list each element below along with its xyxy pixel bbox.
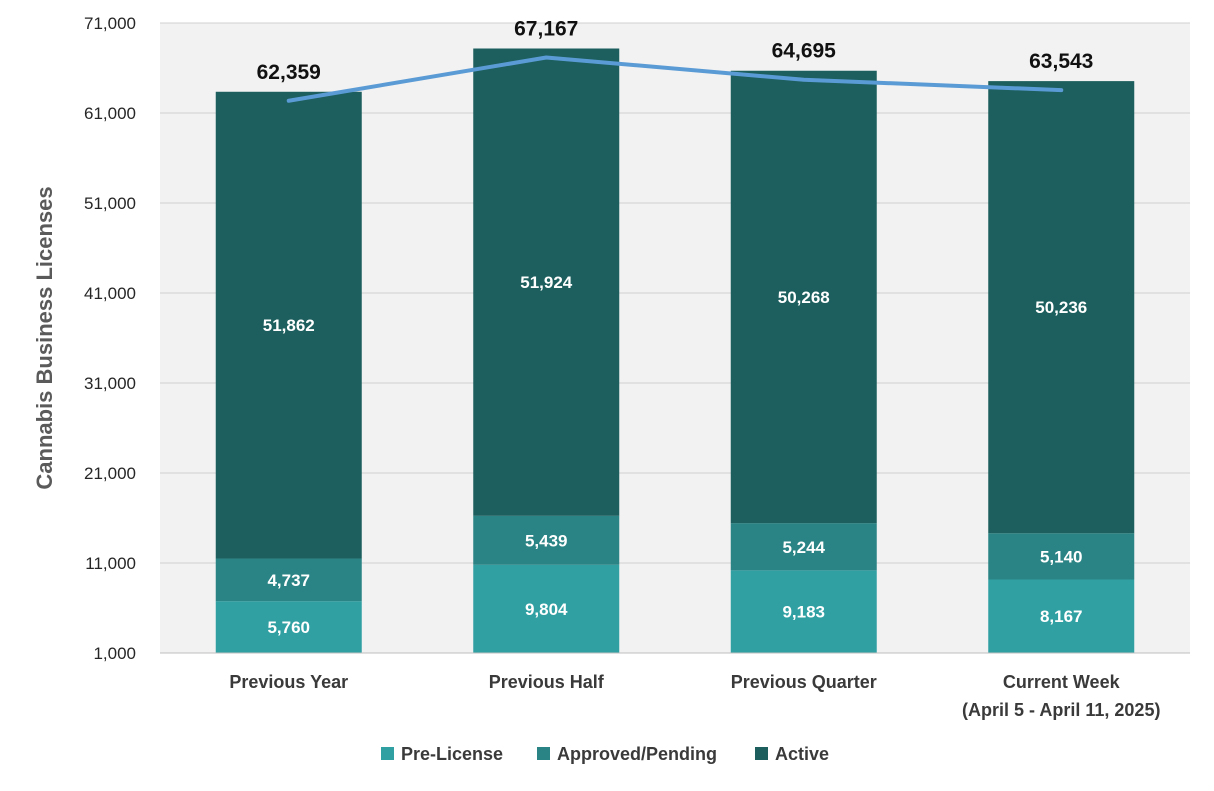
legend-swatch [537, 747, 550, 760]
segment-labels: 5,760 4,737 51,862 9,804 5,439 51,924 9,183 5,2… [263, 273, 1088, 637]
total-trend-line [286, 55, 1064, 103]
bar-active [988, 81, 1135, 534]
x-axis-categories: Previous Year Previous Half Previous Quart… [229, 672, 1160, 720]
bar-approved-pending [473, 515, 620, 565]
segment-value-label: 4,737 [267, 571, 310, 590]
bar-approved-pending [988, 533, 1135, 580]
y-axis-ticks: 1,000 11,000 21,000 31,000 41,000 51,000 61,00… [84, 14, 136, 663]
segment-value-label: 5,439 [525, 531, 568, 550]
bar-active [730, 70, 877, 524]
y-tick-label: 41,000 [84, 284, 136, 303]
y-tick-label: 11,000 [85, 554, 136, 573]
total-value-label: 64,695 [772, 40, 837, 63]
legend-label: Approved/Pending [557, 744, 717, 764]
total-value-label: 62,359 [257, 61, 321, 84]
x-category-label: Previous Half [489, 672, 605, 692]
bar-pre-license [988, 579, 1135, 653]
segment-value-label: 50,236 [1035, 298, 1087, 317]
segment-value-label: 5,244 [782, 538, 825, 557]
y-tick-label: 21,000 [84, 464, 136, 483]
segment-value-label: 51,924 [520, 273, 573, 292]
legend-swatch [381, 747, 394, 760]
total-value-label: 63,543 [1029, 50, 1093, 73]
bar-pre-license [730, 570, 877, 653]
x-category-label: Previous Year [229, 672, 348, 692]
legend: Pre-License Approved/Pending Active [381, 744, 829, 764]
total-line [286, 55, 1064, 103]
bar-active [473, 48, 620, 516]
segment-value-label: 8,167 [1040, 607, 1083, 626]
y-tick-label: 31,000 [84, 374, 136, 393]
total-value-label: 67,167 [514, 17, 578, 40]
legend-label: Active [775, 744, 829, 764]
segment-value-label: 5,140 [1040, 547, 1083, 566]
legend-swatch [755, 747, 768, 760]
segment-value-label: 5,760 [267, 618, 310, 637]
total-labels: 62,359 67,167 64,695 63,543 [257, 17, 1094, 83]
segment-value-label: 9,183 [782, 603, 825, 622]
segment-value-label: 51,862 [263, 316, 315, 335]
bar-active [215, 91, 362, 559]
bar-pre-license [215, 601, 362, 653]
segment-value-label: 9,804 [525, 600, 568, 619]
bars [215, 48, 1135, 653]
y-tick-label: 1,000 [93, 644, 136, 663]
bar-approved-pending [730, 523, 877, 571]
legend-label: Pre-License [401, 744, 503, 764]
y-tick-label: 51,000 [84, 194, 136, 213]
x-category-sublabel: (April 5 - April 11, 2025) [962, 700, 1160, 720]
x-category-label: Current Week [1003, 672, 1121, 692]
y-tick-label: 61,000 [84, 104, 136, 123]
bar-approved-pending [215, 558, 362, 602]
x-category-label: Previous Quarter [731, 672, 877, 692]
segment-value-label: 50,268 [778, 288, 830, 307]
y-axis-label: Cannabis Business Licenses [32, 186, 57, 489]
y-tick-label: 71,000 [84, 14, 136, 33]
bar-pre-license [473, 564, 620, 653]
